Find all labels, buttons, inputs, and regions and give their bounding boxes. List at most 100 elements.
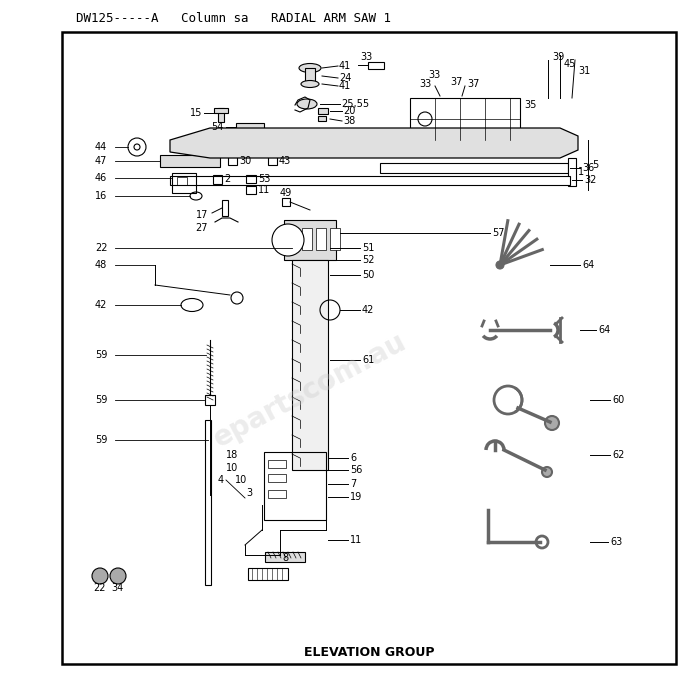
Circle shape: [92, 568, 108, 584]
Text: ELEVATION GROUP: ELEVATION GROUP: [304, 645, 434, 659]
Ellipse shape: [301, 80, 319, 88]
Text: 18: 18: [225, 450, 238, 460]
Text: 59: 59: [95, 435, 107, 445]
Circle shape: [110, 568, 126, 584]
Ellipse shape: [299, 64, 321, 73]
Text: 54: 54: [211, 122, 224, 132]
Text: 1: 1: [578, 167, 584, 177]
Bar: [268, 157, 277, 165]
Bar: [318, 116, 326, 121]
Bar: [380, 163, 568, 173]
Circle shape: [496, 261, 504, 269]
Bar: [228, 157, 237, 165]
Bar: [205, 395, 215, 405]
Bar: [248, 568, 288, 580]
Text: 15: 15: [190, 108, 202, 118]
Text: 20: 20: [343, 106, 356, 116]
Bar: [292, 260, 328, 470]
Text: 33: 33: [428, 70, 440, 80]
Circle shape: [272, 224, 304, 256]
Text: 4: 4: [218, 475, 224, 485]
Bar: [268, 474, 286, 482]
Text: 63: 63: [610, 537, 622, 547]
Bar: [568, 158, 576, 186]
Bar: [246, 186, 256, 194]
Bar: [368, 62, 384, 69]
Bar: [268, 490, 286, 498]
Text: 19: 19: [350, 492, 363, 502]
Ellipse shape: [297, 99, 317, 109]
Text: 59: 59: [95, 395, 107, 405]
Text: 30: 30: [239, 156, 251, 166]
Text: 10: 10: [234, 475, 247, 485]
Circle shape: [542, 467, 552, 477]
Text: 59: 59: [95, 350, 107, 360]
Text: 48: 48: [95, 260, 107, 270]
Text: 45: 45: [564, 59, 576, 69]
Text: 56: 56: [350, 465, 363, 475]
Text: 33: 33: [360, 52, 372, 62]
Bar: [214, 108, 228, 113]
Text: 8: 8: [282, 553, 288, 563]
Bar: [213, 175, 222, 184]
Text: 34: 34: [111, 583, 123, 593]
Text: 42: 42: [95, 300, 107, 310]
Text: 46: 46: [95, 173, 107, 183]
Text: 22: 22: [93, 583, 106, 593]
Text: 52: 52: [362, 255, 375, 265]
Bar: [288, 228, 298, 250]
Bar: [264, 452, 326, 520]
Text: 5: 5: [592, 160, 598, 170]
Text: epartscom.au: epartscom.au: [209, 328, 412, 453]
Text: 24: 24: [339, 73, 351, 83]
Text: 39: 39: [552, 52, 564, 62]
Text: 3: 3: [246, 488, 252, 498]
Bar: [410, 98, 520, 140]
Text: 16: 16: [95, 191, 107, 201]
Bar: [236, 123, 264, 131]
Text: 17: 17: [195, 210, 208, 220]
Bar: [62, 32, 676, 664]
Text: 37: 37: [467, 79, 480, 89]
Text: 7: 7: [350, 479, 356, 489]
Bar: [316, 228, 326, 250]
Text: 44: 44: [95, 142, 107, 152]
Text: 10: 10: [225, 463, 238, 473]
Bar: [170, 176, 570, 185]
Text: 36: 36: [582, 163, 594, 173]
Bar: [318, 108, 328, 114]
Text: 51: 51: [362, 243, 375, 253]
Bar: [284, 220, 336, 260]
Text: 42: 42: [362, 305, 375, 315]
Bar: [246, 175, 256, 183]
Bar: [160, 155, 220, 167]
Text: 37: 37: [450, 77, 463, 87]
Bar: [302, 228, 312, 250]
Text: 22: 22: [95, 243, 108, 253]
Bar: [177, 177, 187, 185]
Text: 61: 61: [362, 355, 375, 365]
Text: 11: 11: [350, 535, 363, 545]
Text: 6: 6: [350, 453, 356, 463]
Text: 32: 32: [584, 175, 596, 185]
Text: 41: 41: [339, 81, 351, 91]
Text: 49: 49: [280, 188, 293, 198]
Text: 11: 11: [258, 185, 270, 195]
Text: 2: 2: [224, 174, 230, 184]
Bar: [330, 228, 340, 250]
Text: 62: 62: [612, 450, 624, 460]
Text: 31: 31: [578, 66, 590, 76]
Text: 60: 60: [612, 395, 624, 405]
Text: 27: 27: [195, 223, 208, 233]
Bar: [305, 68, 315, 82]
Text: 38: 38: [343, 116, 355, 126]
Bar: [265, 552, 305, 562]
Text: 25,55: 25,55: [341, 99, 369, 109]
Text: DW125-----A   Column sa   RADIAL ARM SAW 1: DW125-----A Column sa RADIAL ARM SAW 1: [76, 11, 391, 25]
Bar: [205, 420, 211, 585]
Text: 53: 53: [258, 174, 270, 184]
Text: 35: 35: [524, 100, 536, 110]
Bar: [282, 198, 290, 206]
Bar: [268, 460, 286, 468]
Text: 41: 41: [339, 61, 351, 71]
